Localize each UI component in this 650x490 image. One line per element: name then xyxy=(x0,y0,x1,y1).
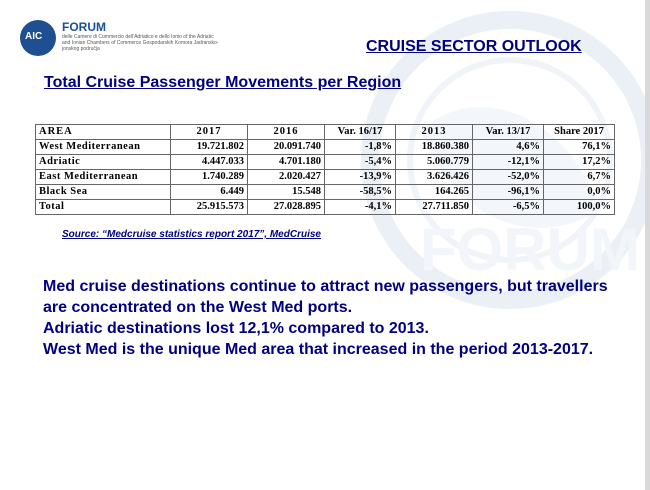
table-header-row: AREA 2017 2016 Var. 16/17 2013 Var. 13/1… xyxy=(35,124,615,140)
table-cell: 5.060.779 xyxy=(395,154,473,170)
table-cell: Total xyxy=(35,199,171,215)
table-title: Total Cruise Passenger Movements per Reg… xyxy=(44,74,402,91)
table-cell: 17,2% xyxy=(543,154,615,170)
logo-icon-text: AIC xyxy=(25,31,43,42)
table-cell: -52,0% xyxy=(472,169,544,185)
table-cell: 2.020.427 xyxy=(247,169,325,185)
table-cell: 27.711.850 xyxy=(395,199,473,215)
table-cell: 19.721.802 xyxy=(170,139,248,155)
slide-header-title: CRUISE SECTOR OUTLOOK xyxy=(366,38,582,55)
table-row: Adriatic 4.447.033 4.701.180 -5,4% 5.060… xyxy=(35,154,615,170)
column-header: 2013 xyxy=(395,124,473,140)
svg-text:FORUM: FORUM xyxy=(420,216,640,283)
column-header: Var. 16/17 xyxy=(324,124,396,140)
table-cell: -96,1% xyxy=(472,184,544,200)
table-cell: East Mediterranean xyxy=(35,169,171,185)
table-row: East Mediterranean 1.740.289 2.020.427 -… xyxy=(35,169,615,185)
table-cell: 4.701.180 xyxy=(247,154,325,170)
table-cell: Black Sea xyxy=(35,184,171,200)
table-cell: -6,5% xyxy=(472,199,544,215)
table-cell: -13,9% xyxy=(324,169,396,185)
table-cell: -12,1% xyxy=(472,154,544,170)
body-paragraph: Adriatic destinations lost 12,1% compare… xyxy=(43,320,429,337)
table-cell: 6.449 xyxy=(170,184,248,200)
table-row: Black Sea 6.449 15.548 -58,5% 164.265 -9… xyxy=(35,184,615,200)
table-cell: 18.860.380 xyxy=(395,139,473,155)
source-note: Source: “Medcruise statistics report 201… xyxy=(62,229,321,240)
table-cell: 6,7% xyxy=(543,169,615,185)
column-header: AREA xyxy=(35,124,171,140)
table-cell: 27.028.895 xyxy=(247,199,325,215)
body-paragraph: Med cruise destinations continue to attr… xyxy=(43,278,608,316)
column-header: 2016 xyxy=(247,124,325,140)
aic-logo-icon: AIC xyxy=(20,20,56,56)
table-cell: 15.548 xyxy=(247,184,325,200)
table-cell: 1.740.289 xyxy=(170,169,248,185)
body-paragraph: West Med is the unique Med area that inc… xyxy=(43,341,594,358)
table-cell: 76,1% xyxy=(543,139,615,155)
table-cell: -58,5% xyxy=(324,184,396,200)
table-row: West Mediterranean 19.721.802 20.091.740… xyxy=(35,139,615,155)
table-cell: 0,0% xyxy=(543,184,615,200)
passenger-table: AREA 2017 2016 Var. 16/17 2013 Var. 13/1… xyxy=(35,124,615,215)
logo-subtitle: delle Camere di Commercio dell'Adriatico… xyxy=(62,34,219,52)
column-header: Var. 13/17 xyxy=(472,124,544,140)
column-header: Share 2017 xyxy=(543,124,615,140)
table-cell: -4,1% xyxy=(324,199,396,215)
table-cell: 4,6% xyxy=(472,139,544,155)
table-cell: 4.447.033 xyxy=(170,154,248,170)
table-cell: 3.626.426 xyxy=(395,169,473,185)
column-header: 2017 xyxy=(170,124,248,140)
table-cell: 100,0% xyxy=(543,199,615,215)
table-cell: -5,4% xyxy=(324,154,396,170)
table-cell: Adriatic xyxy=(35,154,171,170)
slide-edge xyxy=(645,0,650,490)
table-cell: West Mediterranean xyxy=(35,139,171,155)
table-cell: 25.915.573 xyxy=(170,199,248,215)
table-cell: -1,8% xyxy=(324,139,396,155)
table-cell: 164.265 xyxy=(395,184,473,200)
table-row-total: Total 25.915.573 27.028.895 -4,1% 27.711… xyxy=(35,199,615,215)
forum-logo: AIC FORUM delle Camere di Commercio dell… xyxy=(20,20,218,60)
table-cell: 20.091.740 xyxy=(247,139,325,155)
body-text: Med cruise destinations continue to attr… xyxy=(43,276,633,360)
logo-title: FORUM xyxy=(62,20,106,34)
